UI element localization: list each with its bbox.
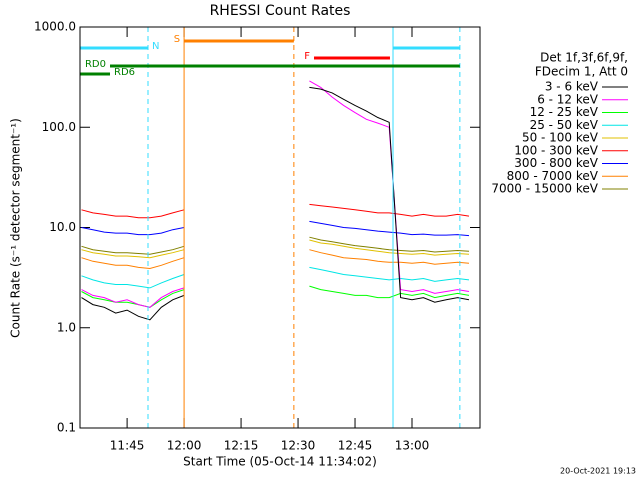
series-line bbox=[81, 203, 470, 219]
series-line bbox=[81, 249, 470, 270]
legend-label: 300 - 800 keV bbox=[514, 156, 598, 170]
x-tick-label: 12:45 bbox=[338, 439, 373, 453]
series-line bbox=[81, 239, 470, 259]
x-tick-label: 13:00 bbox=[395, 439, 430, 453]
flag-label: N bbox=[152, 41, 159, 52]
legend-label: 25 - 50 keV bbox=[530, 118, 599, 132]
legend-label: 6 - 12 keV bbox=[537, 92, 599, 106]
series-line bbox=[81, 220, 470, 237]
y-tick-label: 10.0 bbox=[49, 220, 76, 234]
flag-label: S bbox=[174, 34, 180, 45]
legend-label: 50 - 100 keV bbox=[522, 131, 599, 145]
y-tick-label: 1000.0 bbox=[34, 20, 76, 34]
legend-label: 7000 - 15000 keV bbox=[491, 182, 598, 196]
flag-label: F bbox=[304, 51, 310, 62]
series-line bbox=[81, 266, 470, 289]
footer: 20-Oct-2021 19:13 bbox=[560, 467, 636, 476]
x-tick-label: 12:30 bbox=[281, 439, 316, 453]
flag-label: RD6 bbox=[114, 67, 135, 78]
x-tick-label: 12:00 bbox=[167, 439, 202, 453]
x-tick-label: 12:15 bbox=[224, 439, 259, 453]
y-tick-label: 0.1 bbox=[57, 421, 76, 435]
y-axis-label: Count Rate (s⁻¹ detector segment⁻¹) bbox=[9, 118, 23, 338]
chart-title: RHESSI Count Rates bbox=[210, 3, 351, 19]
x-axis-label: Start Time (05-Oct-14 11:34:02) bbox=[183, 455, 377, 469]
legend-label: 800 - 7000 keV bbox=[507, 169, 599, 183]
legend-label: 100 - 300 keV bbox=[514, 143, 598, 157]
legend-label: 3 - 6 keV bbox=[545, 80, 599, 94]
x-tick-label: 11:45 bbox=[110, 439, 145, 453]
flag-label: RD0 bbox=[85, 59, 106, 70]
y-tick-label: 1.0 bbox=[57, 320, 76, 334]
series-line bbox=[81, 236, 470, 255]
legend-title: FDecim 1, Att 0 bbox=[535, 65, 628, 79]
series-line bbox=[81, 86, 470, 321]
plot-frame bbox=[79, 26, 481, 429]
series-line bbox=[81, 285, 470, 308]
legend-title: Det 1f,3f,6f,9f, bbox=[540, 51, 628, 65]
legend-label: 12 - 25 keV bbox=[530, 105, 599, 119]
y-tick-label: 100.0 bbox=[42, 120, 76, 134]
